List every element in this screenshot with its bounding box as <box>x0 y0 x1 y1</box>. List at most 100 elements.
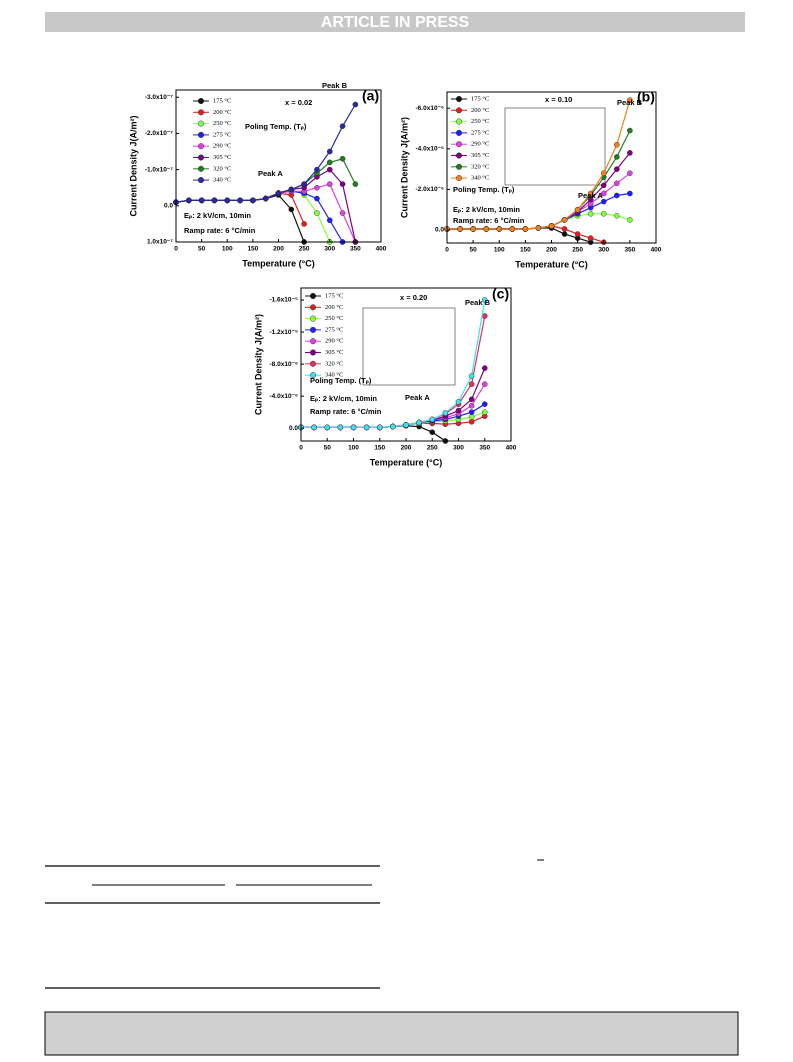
legend-label: 290 °C <box>471 141 489 148</box>
y-tick-label: -4.0x10⁻⁶ <box>270 393 298 400</box>
data-point <box>600 170 607 176</box>
legend-marker <box>310 338 317 345</box>
panel-label: (b) <box>637 89 655 105</box>
data-point <box>326 159 333 166</box>
annotation: Peak A <box>405 393 430 402</box>
y-tick-label: -2.0x10⁻⁷ <box>145 130 173 137</box>
data-point <box>468 402 475 409</box>
data-point <box>324 424 331 431</box>
y-tick-label: -6.0x10⁻⁶ <box>416 105 444 112</box>
data-point <box>481 365 488 371</box>
inset <box>362 307 456 386</box>
data-point <box>352 181 359 187</box>
data-point <box>211 197 218 204</box>
legend-marker <box>197 120 204 127</box>
legend-label: 175 °C <box>471 95 489 102</box>
x-tick-label: 250 <box>572 247 583 254</box>
legend-marker <box>456 141 463 148</box>
x-tick-label: 100 <box>222 246 233 253</box>
annotation: Peak B <box>322 81 348 90</box>
y-tick-label: -1.0x10⁻⁷ <box>145 166 173 173</box>
data-point <box>311 424 317 431</box>
data-point <box>442 410 449 416</box>
x-tick-label: 350 <box>624 247 635 254</box>
legend-label: 340 °C <box>213 177 231 184</box>
data-point <box>363 424 370 431</box>
data-point <box>468 418 475 425</box>
data-point <box>614 180 620 187</box>
legend-label: 200 °C <box>213 109 231 116</box>
legend-marker <box>456 163 463 170</box>
x-axis-label: Temperature (°C) <box>242 258 314 268</box>
legend-marker <box>456 129 463 136</box>
data-point <box>470 226 476 232</box>
inset <box>504 107 606 186</box>
data-point <box>600 182 607 189</box>
data-point <box>561 217 568 223</box>
data-point <box>301 181 307 187</box>
data-point <box>301 221 307 227</box>
annotation: Ramp rate: 6 °C/min <box>184 226 256 235</box>
data-point <box>574 206 581 213</box>
annotation: Poling Temp. (Tₚ) <box>310 376 372 385</box>
legend-label: 250 °C <box>213 120 231 127</box>
annotation: Ramp rate: 6 °C/min <box>310 407 382 416</box>
legend-label: 320 °C <box>213 165 231 172</box>
x-tick-label: 400 <box>376 246 387 253</box>
data-point <box>483 226 489 232</box>
data-point <box>468 409 475 415</box>
legend-label: 275 °C <box>325 326 343 333</box>
data-point <box>627 97 633 103</box>
x-tick-label: 350 <box>350 246 361 253</box>
legend-marker <box>197 131 204 138</box>
legend-label: 250 °C <box>471 118 489 125</box>
legend-marker <box>456 95 463 102</box>
data-point <box>561 231 568 237</box>
x-tick-label: 0 <box>445 247 449 254</box>
data-point <box>522 226 529 232</box>
x-tick-label: 300 <box>453 445 464 452</box>
x-tick-label: 50 <box>324 445 332 452</box>
legend-marker <box>197 109 204 116</box>
data-point <box>481 297 488 303</box>
y-axis-label: Current Density J(A/m²) <box>399 117 409 218</box>
legend-label: 175 °C <box>213 97 231 104</box>
data-point <box>627 217 633 223</box>
legend-label: 200 °C <box>325 304 343 311</box>
legend-marker <box>197 154 204 161</box>
data-point <box>314 166 320 173</box>
x-tick-label: 150 <box>520 247 531 254</box>
annotation: Peak A <box>578 191 603 200</box>
legend-label: 305 °C <box>471 152 489 159</box>
y-tick-label: -8.0x10⁻⁶ <box>270 361 298 368</box>
data-point <box>574 231 581 237</box>
legend-label: 340 °C <box>471 175 489 182</box>
x-tick-label: 200 <box>273 246 284 253</box>
annotation: Poling Temp. (Tₚ) <box>453 185 515 194</box>
data-point <box>627 150 633 156</box>
data-point <box>614 154 620 160</box>
legend-marker <box>197 165 204 172</box>
banner <box>45 12 745 32</box>
x-tick-label: 100 <box>348 445 359 452</box>
data-point <box>339 181 346 187</box>
data-point <box>455 398 462 405</box>
annotation: Eₚ: 2 kV/cm, 10min <box>184 211 251 220</box>
legend-label: 290 °C <box>325 338 343 345</box>
data-point <box>275 190 282 196</box>
data-point <box>288 186 295 193</box>
data-point <box>326 217 333 224</box>
data-point <box>600 210 607 217</box>
data-point <box>509 226 516 232</box>
legend-label: 200 °C <box>471 107 489 114</box>
data-point <box>337 424 344 431</box>
banner-text: ARTICLE IN PRESS <box>321 14 470 31</box>
y-tick-label: 0.0 <box>435 227 444 234</box>
y-tick-label: -1.6x10⁻⁵ <box>269 297 298 304</box>
data-point <box>481 409 488 415</box>
x-tick-label: 250 <box>299 246 310 253</box>
data-point <box>587 190 594 197</box>
x-tick-label: 400 <box>651 247 662 254</box>
annotation: Peak B <box>617 98 643 107</box>
annotation: x = 0.02 <box>285 98 312 107</box>
